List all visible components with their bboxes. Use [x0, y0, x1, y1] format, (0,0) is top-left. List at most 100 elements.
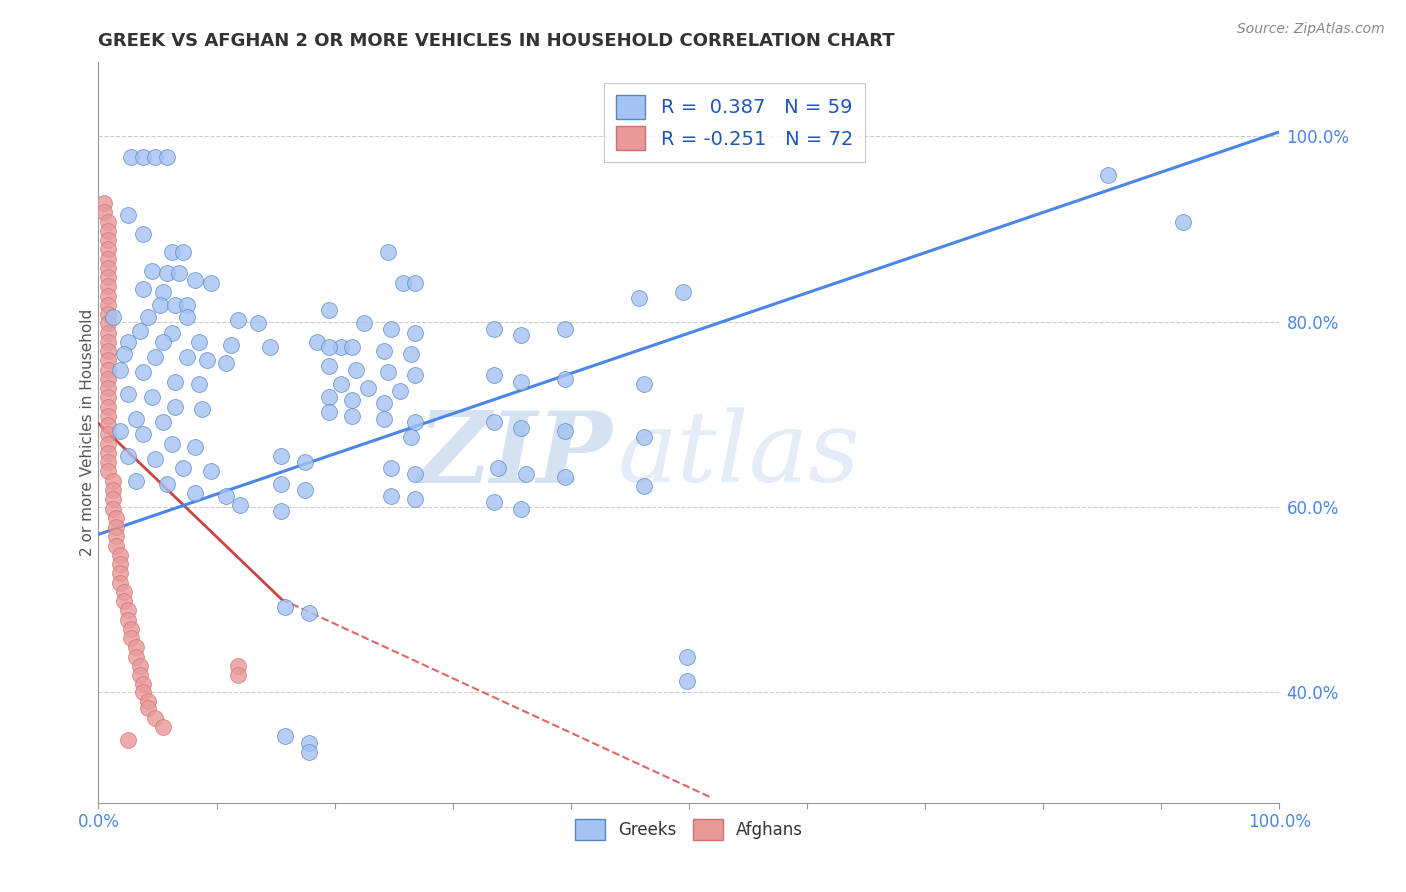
Point [515, 467, 537, 482]
Point [270, 449, 292, 463]
Point [97, 298, 120, 312]
Point [112, 347, 135, 361]
Point [160, 326, 183, 340]
Point [633, 430, 655, 444]
Point [132, 677, 155, 691]
Point [373, 396, 395, 410]
Point [101, 310, 124, 324]
Point [633, 479, 655, 493]
Point [93, 205, 115, 219]
Point [156, 476, 179, 491]
Point [117, 208, 139, 222]
Point [101, 474, 124, 488]
Point [259, 341, 281, 355]
Point [97, 455, 120, 469]
Point [165, 400, 187, 414]
Point [97, 233, 120, 247]
Point [298, 606, 321, 620]
Point [633, 377, 655, 392]
Point [298, 745, 321, 759]
Point [510, 328, 533, 343]
Point [97, 381, 120, 395]
Point [97, 465, 120, 479]
Point [1171, 214, 1194, 228]
Point [675, 649, 697, 664]
Point [388, 384, 411, 398]
Point [149, 298, 172, 312]
Point [97, 409, 120, 423]
Point [101, 483, 124, 497]
Point [132, 427, 155, 442]
Point [342, 409, 364, 423]
Point [344, 362, 367, 376]
Point [200, 465, 222, 479]
Point [125, 411, 148, 425]
Point [167, 267, 190, 281]
Point [392, 276, 415, 290]
Point [112, 584, 135, 599]
Point [1097, 169, 1119, 183]
Point [132, 282, 155, 296]
Point [143, 150, 166, 164]
Point [105, 520, 128, 534]
Point [132, 685, 155, 699]
Point [97, 418, 120, 433]
Point [377, 245, 399, 260]
Point [132, 227, 155, 241]
Point [112, 594, 135, 608]
Point [404, 368, 426, 383]
Point [105, 529, 128, 543]
Point [380, 460, 402, 475]
Point [128, 658, 150, 673]
Point [97, 224, 120, 238]
Point [97, 260, 120, 275]
Point [97, 353, 120, 368]
Point [404, 492, 426, 507]
Point [108, 362, 131, 376]
Point [143, 350, 166, 364]
Point [373, 411, 395, 425]
Point [128, 324, 150, 338]
Point [152, 415, 174, 429]
Point [510, 375, 533, 389]
Point [404, 276, 426, 290]
Point [184, 273, 207, 287]
Point [97, 400, 120, 414]
Text: GREEK VS AFGHAN 2 OR MORE VEHICLES IN HOUSEHOLD CORRELATION CHART: GREEK VS AFGHAN 2 OR MORE VEHICLES IN HO… [98, 32, 896, 50]
Point [380, 322, 402, 336]
Point [97, 326, 120, 340]
Point [101, 501, 124, 516]
Point [318, 359, 340, 373]
Point [117, 386, 139, 401]
Point [97, 391, 120, 405]
Point [165, 298, 187, 312]
Point [482, 495, 505, 509]
Point [160, 436, 183, 450]
Point [132, 150, 155, 164]
Point [184, 440, 207, 454]
Legend: Greeks, Afghans: Greeks, Afghans [568, 813, 810, 847]
Point [246, 317, 269, 331]
Point [152, 285, 174, 299]
Point [176, 350, 198, 364]
Point [176, 298, 198, 312]
Point [554, 424, 576, 438]
Point [510, 421, 533, 435]
Point [117, 449, 139, 463]
Point [141, 391, 163, 405]
Point [152, 720, 174, 734]
Point [176, 310, 198, 324]
Point [274, 599, 297, 614]
Point [97, 214, 120, 228]
Point [136, 310, 159, 324]
Point [97, 436, 120, 450]
Point [675, 673, 697, 688]
Point [329, 341, 352, 355]
Point [377, 366, 399, 380]
Text: Source: ZipAtlas.com: Source: ZipAtlas.com [1237, 22, 1385, 37]
Point [215, 489, 238, 503]
Point [195, 353, 218, 368]
Point [342, 341, 364, 355]
Point [97, 372, 120, 386]
Point [628, 292, 651, 306]
